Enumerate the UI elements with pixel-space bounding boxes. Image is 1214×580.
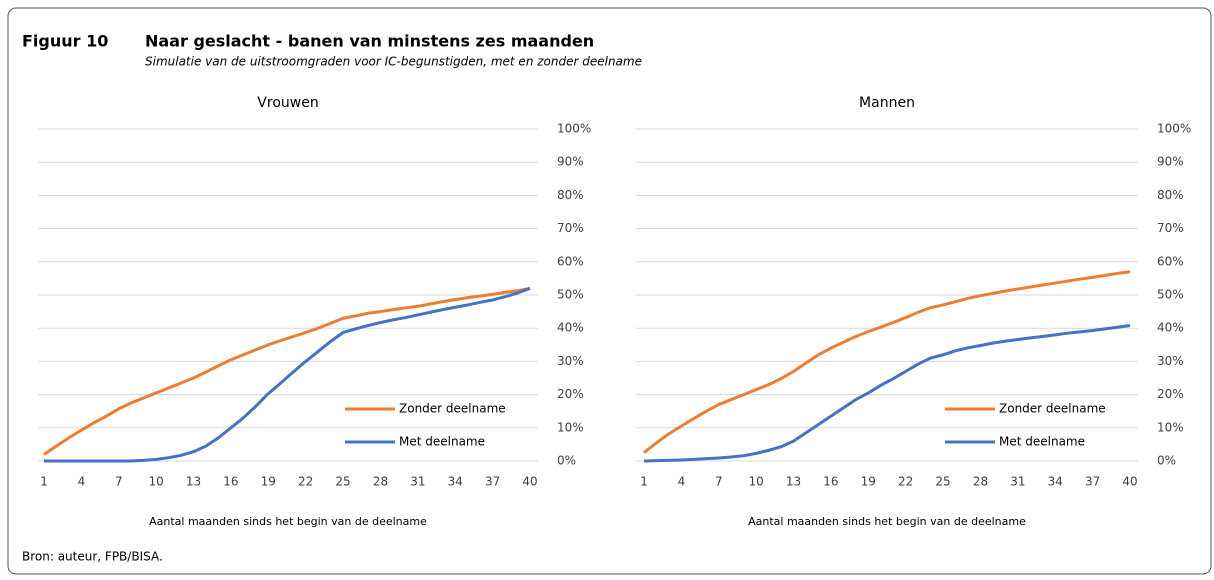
y-tick-label: 90% (1157, 155, 1184, 169)
y-tick-label: 60% (557, 254, 584, 268)
legend-label: Met deelname (999, 435, 1085, 449)
x-tick-label: 37 (1085, 475, 1100, 489)
y-tick-label: 80% (1157, 188, 1184, 202)
x-tick-label: 34 (1048, 475, 1063, 489)
x-tick-label: 25 (935, 475, 950, 489)
x-tick-label: 1 (640, 475, 648, 489)
line-series (643, 270, 1131, 454)
y-tick-label: 40% (557, 321, 584, 335)
y-tick-label: 50% (557, 288, 584, 302)
x-axis-title: Aantal maanden sinds het begin van de de… (748, 515, 1026, 528)
y-tick-label: 10% (1157, 420, 1184, 434)
x-tick-label: 19 (261, 475, 276, 489)
y-tick-label: 30% (557, 354, 584, 368)
x-tick-label: 25 (335, 475, 350, 489)
y-tick-label: 30% (1157, 354, 1184, 368)
y-tick-label: 50% (1157, 288, 1184, 302)
legend-label: Zonder deelname (399, 402, 506, 416)
x-tick-label: 10 (749, 475, 764, 489)
y-tick-label: 100% (1157, 122, 1191, 136)
x-tick-label: 19 (861, 475, 876, 489)
y-tick-label: 0% (557, 454, 576, 468)
y-tick-label: 80% (557, 188, 584, 202)
y-tick-label: 70% (1157, 221, 1184, 235)
source: Bron: auteur, FPB/BISA. (22, 550, 163, 564)
x-tick-label: 28 (973, 475, 988, 489)
line-series (643, 324, 1131, 463)
x-tick-label: 37 (485, 475, 500, 489)
x-tick-label: 40 (1122, 475, 1137, 489)
x-tick-label: 13 (786, 475, 801, 489)
x-tick-label: 40 (522, 475, 537, 489)
x-tick-label: 31 (410, 475, 425, 489)
y-tick-label: 70% (557, 221, 584, 235)
x-tick-label: 7 (715, 475, 723, 489)
y-tick-label: 60% (1157, 254, 1184, 268)
y-tick-label: 20% (1157, 387, 1184, 401)
y-tick-label: 10% (557, 420, 584, 434)
x-tick-label: 4 (678, 475, 686, 489)
x-tick-label: 22 (298, 475, 313, 489)
y-tick-label: 0% (1157, 454, 1176, 468)
line-series (44, 286, 531, 463)
y-tick-label: 20% (557, 387, 584, 401)
figure-label: Figuur 10 (22, 32, 108, 51)
x-tick-label: 22 (898, 475, 913, 489)
x-tick-label: 31 (1010, 475, 1025, 489)
y-tick-label: 90% (557, 155, 584, 169)
x-axis-title: Aantal maanden sinds het begin van de de… (149, 515, 427, 528)
x-tick-label: 7 (115, 475, 123, 489)
frame (7, 7, 1212, 575)
x-tick-label: 13 (186, 475, 201, 489)
chart-title: Mannen (859, 95, 915, 111)
x-tick-label: 16 (823, 475, 838, 489)
x-tick-label: 4 (78, 475, 86, 489)
figure-title: Naar geslacht - banen van minstens zes m… (145, 32, 594, 51)
chart-title: Vrouwen (257, 95, 318, 111)
legend-label: Zonder deelname (999, 402, 1106, 416)
y-tick-label: 100% (557, 122, 591, 136)
x-tick-label: 28 (373, 475, 388, 489)
x-tick-label: 34 (448, 475, 463, 489)
legend-label: Met deelname (399, 435, 485, 449)
x-tick-label: 10 (149, 475, 164, 489)
figure-subtitle: Simulatie van de uitstroomgraden voor IC… (145, 55, 642, 69)
x-tick-label: 1 (40, 475, 48, 489)
x-tick-label: 16 (223, 475, 238, 489)
line-series (43, 286, 531, 456)
y-tick-label: 40% (1157, 321, 1184, 335)
